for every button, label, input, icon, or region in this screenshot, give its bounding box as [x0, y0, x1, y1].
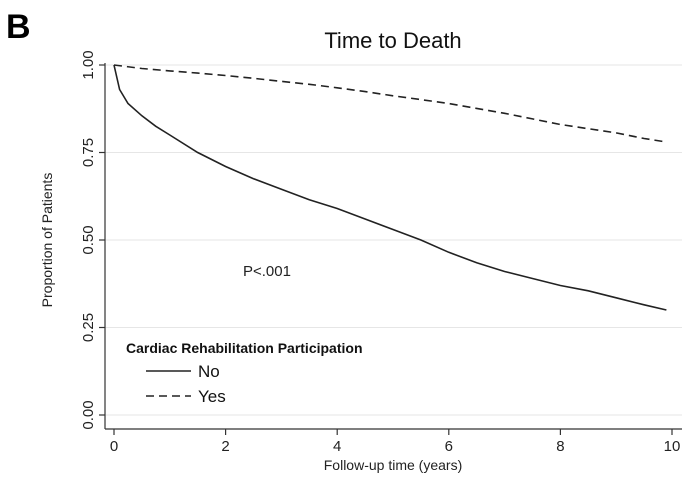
legend-title: Cardiac Rehabilitation Participation [126, 340, 363, 356]
gridlines [105, 64, 682, 416]
y-tick-label-1: 0.25 [80, 313, 97, 342]
x-tick-label-1: 2 [221, 438, 229, 455]
legend-label-yes: Yes [198, 387, 226, 406]
y-tick-label-2: 0.50 [80, 225, 97, 254]
x-axis-label: Follow-up time (years) [324, 457, 462, 473]
x-tick-label-0: 0 [110, 438, 118, 455]
tick-labels: 0.00 0.25 0.50 0.75 1.00 0 2 4 6 8 10 [80, 50, 680, 455]
series-line-no [113, 64, 667, 311]
x-tick-label-3: 6 [445, 438, 453, 455]
x-tick-label-4: 8 [556, 438, 564, 455]
y-tick-label-4: 1.00 [80, 50, 97, 79]
series-lines [113, 64, 667, 311]
y-tick-label-0: 0.00 [80, 400, 97, 429]
axes [99, 63, 682, 435]
legend: Cardiac Rehabilitation Participation No … [126, 340, 363, 406]
x-tick-label-5: 10 [664, 438, 681, 455]
p-value-annotation: P<.001 [243, 263, 291, 280]
chart-title: Time to Death [324, 28, 461, 53]
legend-label-no: No [198, 362, 220, 381]
y-tick-label-3: 0.75 [80, 138, 97, 167]
y-axis-label: Proportion of Patients [39, 173, 55, 308]
series-line-yes [113, 64, 667, 143]
x-tick-label-2: 4 [333, 438, 341, 455]
panel-letter: B [6, 8, 31, 46]
